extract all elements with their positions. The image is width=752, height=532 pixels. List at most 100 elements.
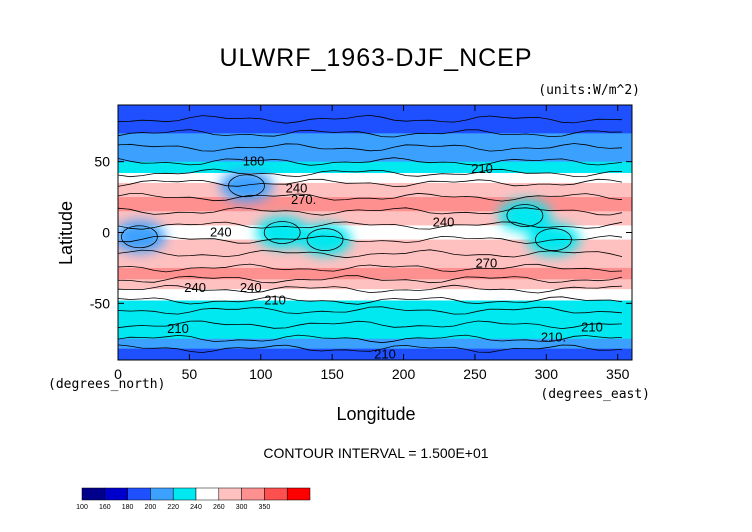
contour-line: [118, 114, 623, 124]
x-tick-label: 250: [463, 366, 487, 382]
contour-line: [118, 129, 623, 138]
x-tick-label: 0: [114, 366, 122, 382]
contour-label: 240: [184, 280, 206, 295]
lat-band: [118, 324, 632, 340]
contour-loop: [121, 225, 158, 249]
y-unit-label: (degrees_north): [48, 377, 165, 392]
contour-label: 210: [264, 293, 286, 308]
colorbar-label: 160: [99, 504, 111, 511]
contour-line: [118, 221, 623, 230]
plot-area: [118, 105, 632, 360]
contour-line: [118, 192, 623, 202]
lat-band: [118, 310, 632, 326]
contour-label: 240: [240, 280, 262, 295]
lat-band: [118, 225, 632, 241]
y-axis-label: Latitude: [56, 201, 76, 265]
colorbar-swatch: [81, 487, 106, 501]
colorbar-swatch: [195, 487, 220, 501]
contour-line: [118, 157, 623, 166]
lat-band: [118, 300, 632, 311]
lat-band: [118, 267, 632, 280]
contour-line: [118, 296, 623, 305]
lat-band: [118, 105, 632, 120]
x-axis-label: Longitude: [336, 404, 415, 424]
y-tick-label: -50: [90, 295, 110, 311]
contour-line: [118, 334, 623, 344]
y-axis-ticks: -50 0 50: [90, 154, 632, 311]
contour-line: [118, 143, 623, 152]
lat-band: [118, 147, 632, 163]
contour-line: [118, 275, 623, 284]
x-tick-label: 350: [606, 366, 630, 382]
colorbar-label: 200: [145, 504, 157, 511]
y-tick-label: 50: [94, 154, 110, 170]
contour-line: [118, 263, 623, 273]
contour-line: [118, 320, 623, 330]
contour-line: [118, 178, 623, 187]
colorbar-label: 240: [190, 504, 202, 511]
x-axis-ticks: 0 50 100 150 200 250 300 350: [114, 105, 630, 382]
contour-label: 210.: [541, 329, 566, 344]
contour-line: [118, 168, 622, 178]
lat-band: [118, 119, 632, 134]
contour-interval-text: CONTOUR INTERVAL = 1.500E+01: [263, 445, 488, 461]
lat-band: [118, 182, 632, 198]
colorbar-swatch: [150, 487, 174, 501]
contour-label: 240: [210, 225, 232, 240]
lat-band: [118, 348, 632, 360]
y-tick-label: 0: [102, 225, 110, 241]
lat-band: [118, 253, 632, 269]
colorbar-label: 300: [236, 504, 248, 511]
lat-band: [118, 289, 632, 301]
contour-loop: [306, 228, 344, 251]
colorbar-swatch: [104, 487, 128, 501]
colorbar-swatch: [127, 487, 151, 501]
lat-band: [118, 279, 632, 290]
lat-band: [118, 338, 632, 350]
contour-loop: [535, 228, 572, 251]
lat-band: [118, 173, 632, 184]
x-tick-label: 50: [182, 366, 198, 382]
chart-title: ULWRF_1963-DJF_NCEP: [219, 44, 532, 72]
lat-band: [118, 161, 632, 174]
contour-line: [118, 206, 623, 216]
contour-label: 210: [471, 161, 493, 176]
contour-label: 240: [286, 181, 308, 196]
colorbar-label: 260: [213, 504, 225, 511]
x-tick-label: 200: [392, 366, 416, 382]
colorbar-swatch: [241, 487, 265, 501]
colorbar-swatch: [218, 487, 242, 501]
lat-band: [118, 133, 632, 148]
colorbar-label: 180: [122, 504, 134, 511]
contour-loop: [228, 174, 265, 198]
contour-label: 270.: [291, 192, 316, 207]
colorbar-label: 220: [167, 504, 179, 511]
contour-label: 210: [374, 346, 396, 361]
units-label: (units:W/m^2): [538, 83, 640, 98]
contour-line: [118, 249, 623, 259]
contour-line: [118, 306, 623, 315]
colorbar-swatch: [172, 487, 197, 501]
x-tick-label: 100: [249, 366, 273, 382]
contour-label: 210: [581, 319, 603, 334]
contour-label: 270: [476, 256, 498, 271]
convective-region: [118, 220, 166, 253]
contour-loop: [506, 204, 544, 227]
contour-loop: [263, 221, 301, 244]
contour-lines: [118, 114, 623, 354]
x-tick-label: 150: [320, 366, 344, 382]
colorbar-swatch: [286, 487, 311, 501]
colorbar-label: 100: [76, 504, 88, 511]
colorbar: 100 160 180 200 220 240 260 300 350: [76, 487, 311, 511]
contour-line: [118, 284, 623, 294]
contour-line: [118, 344, 623, 354]
contour-label: 240: [433, 215, 455, 230]
contour-label: 180: [243, 154, 265, 169]
contour-label: 210: [167, 321, 189, 336]
x-unit-label: (degrees_east): [540, 387, 650, 402]
x-tick-label: 300: [535, 366, 559, 382]
colorbar-swatch: [264, 487, 288, 501]
colorbar-label: 350: [259, 504, 271, 511]
